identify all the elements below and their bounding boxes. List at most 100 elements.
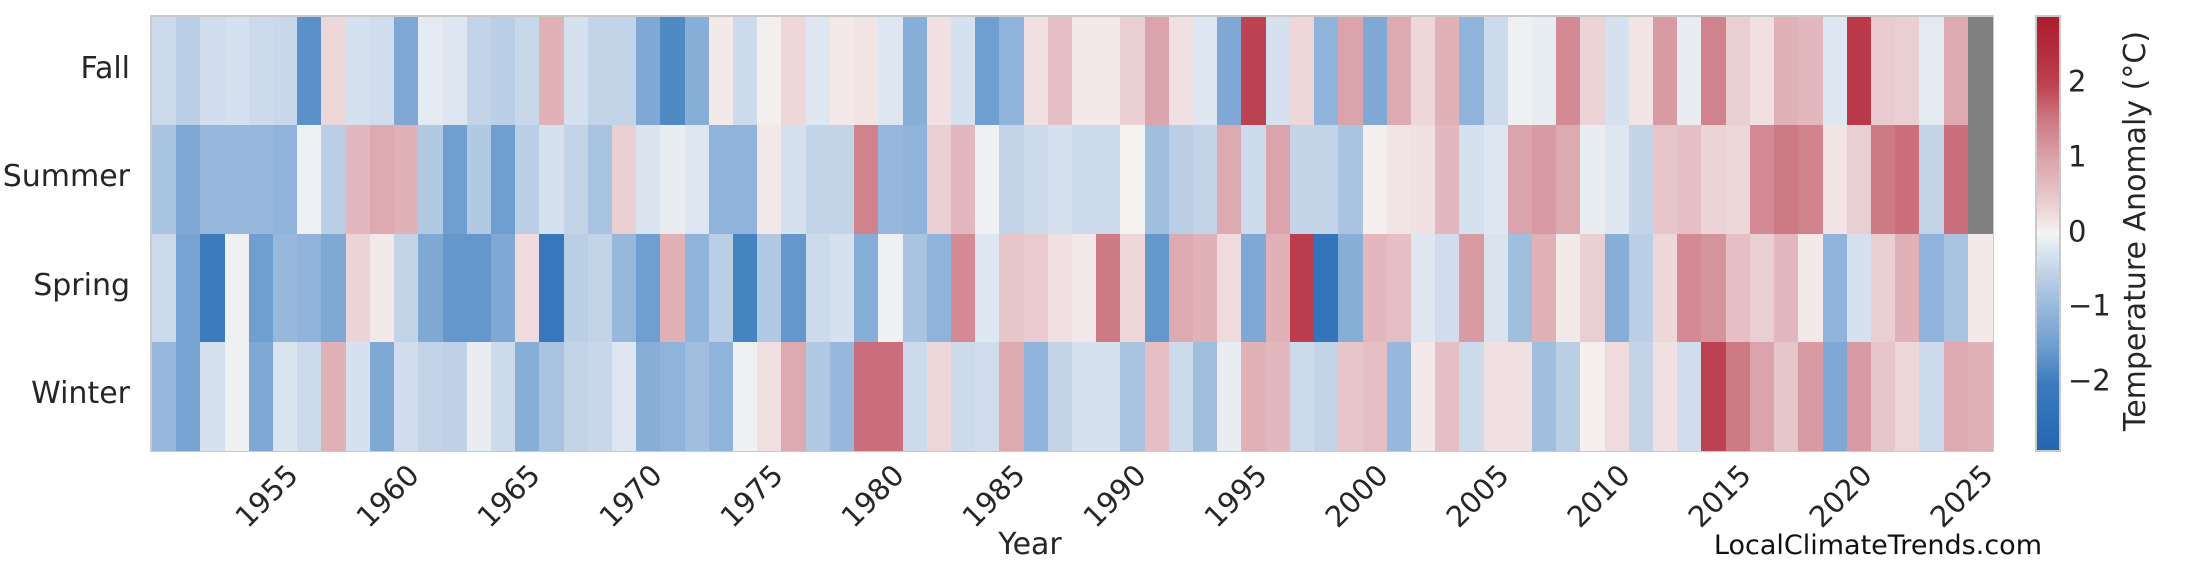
heatmap-cell (176, 233, 201, 343)
heatmap-cell (781, 233, 807, 343)
heatmap-cell (684, 341, 710, 451)
heatmap-cell (369, 233, 395, 343)
colorbar-tick-label: −1 (2068, 288, 2111, 323)
heatmap-cell (1047, 17, 1073, 126)
heatmap-cell (1628, 341, 1654, 451)
heatmap-cell (781, 125, 807, 235)
heatmap-cell (297, 233, 323, 343)
heatmap-cell (176, 17, 201, 126)
heatmap-cell (539, 233, 565, 343)
heatmap-cell (878, 341, 904, 451)
heatmap-cell (805, 233, 831, 343)
heatmap-cell (1556, 125, 1581, 235)
heatmap-cell (1725, 125, 1751, 235)
heatmap-cell (1072, 233, 1097, 343)
heatmap-cell (950, 341, 976, 451)
y-axis-label-spring: Spring (33, 267, 130, 303)
heatmap-cell (466, 125, 492, 235)
heatmap-cell (563, 233, 589, 343)
heatmap-cell (418, 125, 444, 235)
heatmap-cell (539, 341, 565, 451)
heatmap-cell (1532, 17, 1557, 126)
heatmap-cell (1653, 233, 1678, 343)
heatmap-cell (1314, 125, 1339, 235)
heatmap-cell (200, 341, 226, 451)
heatmap-cell (515, 233, 540, 343)
x-tick-label: 1975 (713, 457, 790, 535)
heatmap-cell (563, 341, 589, 451)
heatmap-cell (1846, 17, 1872, 126)
heatmap-cell (224, 125, 250, 235)
heatmap-cell (1435, 341, 1460, 451)
heatmap-cell (1774, 125, 1799, 235)
heatmap-cell (1314, 341, 1339, 451)
heatmap-cell (1241, 233, 1267, 343)
heatmap-cell (1677, 341, 1703, 451)
heatmap-cell (1023, 341, 1049, 451)
heatmap-cell (200, 17, 226, 126)
heatmap-cell (1822, 125, 1848, 235)
x-tick-label: 1965 (470, 457, 548, 535)
heatmap-cell (1217, 17, 1243, 126)
x-tick-label: 2015 (1681, 457, 1758, 535)
heatmap-cell (878, 17, 904, 126)
heatmap-cell (1628, 17, 1654, 126)
heatmap-cell (1701, 233, 1727, 343)
heatmap-cell (1653, 341, 1678, 451)
heatmap-cell (1314, 17, 1339, 126)
heatmap-cell (1870, 17, 1896, 126)
heatmap-cell (587, 341, 613, 451)
heatmap-cell (950, 125, 976, 235)
colorbar-tick-label: 0 (2068, 214, 2087, 248)
colorbar-tick-label: 1 (2068, 139, 2087, 174)
heatmap-cell (369, 341, 395, 451)
heatmap-cell (152, 17, 177, 126)
heatmap-cell (515, 341, 540, 451)
heatmap-cell (273, 125, 298, 235)
heatmap-cell (1677, 233, 1703, 343)
heatmap-cell (394, 341, 419, 451)
heatmap-cell (1580, 17, 1606, 126)
heatmap-cell (975, 125, 1000, 235)
colorbar-tick-label: 2 (2068, 64, 2087, 99)
heatmap-cell (224, 341, 250, 451)
heatmap-cell (1096, 125, 1121, 235)
heatmap-cell (394, 17, 419, 126)
heatmap-cell (1701, 17, 1727, 126)
watermark-text: LocalClimateTrends.com (1713, 530, 2042, 561)
heatmap-cell (636, 341, 661, 451)
heatmap-cell (1386, 233, 1412, 343)
heatmap-cell (1193, 233, 1218, 343)
heatmap-cell (684, 125, 710, 235)
heatmap-cell (1870, 341, 1896, 451)
heatmap-cell (708, 17, 734, 126)
heatmap-cell (805, 125, 831, 235)
heatmap-cell (1047, 125, 1073, 235)
heatmap-cell (1943, 233, 1969, 343)
x-tick-label: 2005 (1439, 457, 1516, 535)
heatmap-cell (1967, 17, 1993, 126)
heatmap-cell (733, 17, 758, 126)
heatmap-cell (636, 125, 661, 235)
heatmap-cell (1386, 125, 1412, 235)
heatmap-cell (1047, 233, 1073, 343)
heatmap-cell (1120, 125, 1146, 235)
heatmap-cell (1677, 17, 1703, 126)
heatmap-cell (1701, 125, 1727, 235)
heatmap-cell (1168, 341, 1194, 451)
heatmap-cell (1338, 125, 1364, 235)
heatmap-cell (829, 233, 855, 343)
heatmap-cell (1604, 17, 1630, 126)
x-tick-label: 1970 (591, 457, 669, 535)
heatmap-cell (490, 341, 516, 451)
x-tick-label: 2000 (1318, 457, 1395, 535)
heatmap-cell (1822, 17, 1848, 126)
heatmap-cell (708, 341, 734, 451)
heatmap-cell (854, 341, 879, 451)
heatmap-cell (1846, 341, 1872, 451)
heatmap-cell (248, 17, 274, 126)
heatmap-cell (1217, 341, 1243, 451)
heatmap-cell (418, 17, 444, 126)
heatmap-cell (442, 341, 468, 451)
heatmap-cell (902, 125, 928, 235)
